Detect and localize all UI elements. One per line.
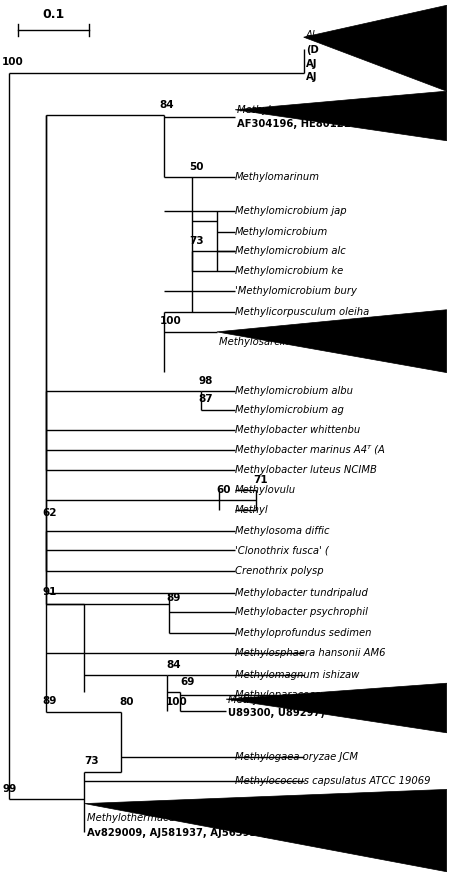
Text: 84: 84 (160, 100, 174, 110)
Text: Methylobacter marinus A4ᵀ (A: Methylobacter marinus A4ᵀ (A (235, 445, 385, 456)
Text: Methyloprofundus sedimen: Methyloprofundus sedimen (235, 627, 372, 638)
Text: 84: 84 (166, 660, 181, 670)
Polygon shape (84, 789, 447, 872)
Text: Methylobacter psychrophil: Methylobacter psychrophil (235, 607, 368, 618)
Text: Methylomagnum ishizaw: Methylomagnum ishizaw (235, 670, 359, 681)
Polygon shape (304, 5, 447, 91)
Text: 60: 60 (217, 485, 231, 495)
Text: 99: 99 (2, 784, 17, 794)
Text: AJ: AJ (306, 58, 318, 69)
Text: Methylomicrobium jap: Methylomicrobium jap (235, 205, 347, 216)
Text: Al,: Al, (306, 30, 319, 41)
Text: Methylosoma diffic: Methylosoma diffic (235, 526, 330, 536)
Text: 73: 73 (189, 236, 204, 246)
Text: 100: 100 (160, 316, 182, 326)
Text: 50: 50 (189, 162, 203, 172)
Text: Methylocaldum spp. (U8929: Methylocaldum spp. (U8929 (228, 695, 369, 705)
Text: Methylomicrobium ke: Methylomicrobium ke (235, 266, 344, 276)
Text: U89300, U89297): U89300, U89297) (228, 708, 325, 719)
Text: Methylobacter tundripalud: Methylobacter tundripalud (235, 588, 368, 598)
Text: Methylomicrobium alc: Methylomicrobium alc (235, 246, 346, 257)
Text: 89: 89 (42, 696, 56, 706)
Text: Methylosphaera hansonii AM6: Methylosphaera hansonii AM6 (235, 648, 386, 658)
Text: Methylovulu: Methylovulu (235, 485, 296, 496)
Text: 80: 80 (119, 697, 134, 707)
Text: Methylomarinum: Methylomarinum (235, 172, 320, 182)
Text: Methyloparacoccus murrelli: Methyloparacoccus murrelli (235, 689, 374, 700)
Text: Methylococcus capsulatus ATCC 19069: Methylococcus capsulatus ATCC 19069 (235, 775, 431, 786)
Text: Methylomicrobium: Methylomicrobium (235, 227, 328, 237)
Text: 73: 73 (84, 757, 99, 766)
Text: (D: (D (306, 45, 319, 56)
Text: Methylogaea oryzae JCM: Methylogaea oryzae JCM (235, 751, 358, 762)
Text: Methylomonas spp. (1: Methylomonas spp. (1 (237, 104, 348, 115)
Text: Methylothermaceae spp. (AB53674: Methylothermaceae spp. (AB53674 (87, 812, 264, 823)
Text: Methylomicrobium ag: Methylomicrobium ag (235, 404, 344, 415)
Polygon shape (226, 683, 447, 733)
Text: Av829009, AJ581937, AJ563935): Av829009, AJ581937, AJ563935) (87, 827, 268, 838)
Text: 'Methylomicrobium bury: 'Methylomicrobium bury (235, 286, 357, 296)
Text: 'Clonothrix fusca' (: 'Clonothrix fusca' ( (235, 545, 329, 556)
Polygon shape (235, 91, 447, 141)
Text: 89: 89 (166, 593, 181, 603)
Text: 100: 100 (166, 697, 188, 707)
Text: 0.1: 0.1 (43, 8, 65, 21)
Text: Methylosarcina spp. (a: Methylosarcina spp. (a (219, 336, 333, 347)
Text: Crenothrix polysp: Crenothrix polysp (235, 566, 324, 576)
Text: AF304196, HE801216: AF304196, HE801216 (237, 119, 358, 129)
Text: Methylobacter whittenbu: Methylobacter whittenbu (235, 425, 360, 435)
Text: Methylomicrobium albu: Methylomicrobium albu (235, 386, 353, 396)
Polygon shape (217, 310, 447, 373)
Text: 98: 98 (198, 376, 212, 386)
Text: 87: 87 (198, 395, 213, 404)
Text: 62: 62 (42, 508, 56, 518)
Text: 91: 91 (42, 588, 56, 597)
Text: 69: 69 (180, 677, 194, 687)
Text: Methylicorpusculum oleiha: Methylicorpusculum oleiha (235, 306, 369, 317)
Text: AJ: AJ (306, 72, 318, 82)
Text: 100: 100 (2, 58, 24, 67)
Text: 71: 71 (253, 475, 268, 485)
Text: Methylobacter luteus NCIMB: Methylobacter luteus NCIMB (235, 465, 387, 475)
Text: Methyl: Methyl (235, 504, 269, 515)
